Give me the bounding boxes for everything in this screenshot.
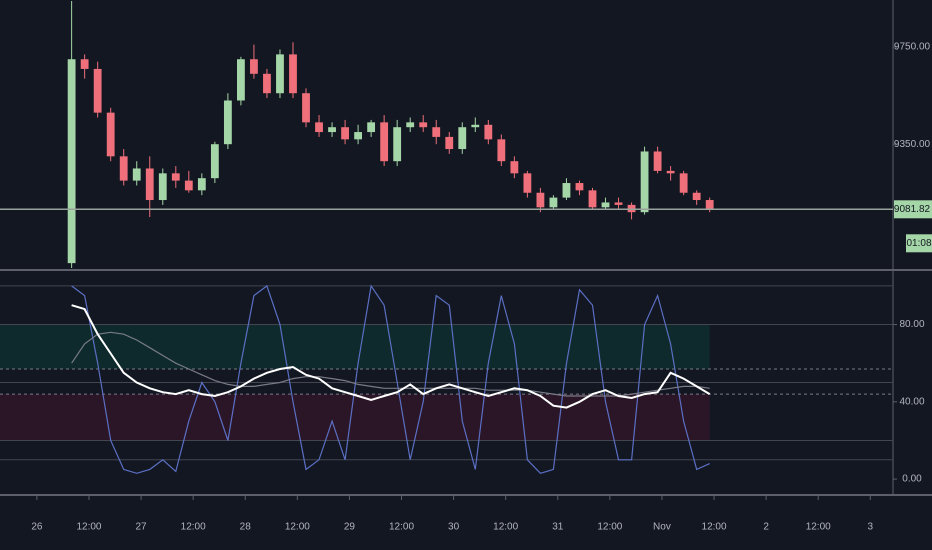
- candle-body: [236, 59, 245, 101]
- osc-line: [71, 284, 710, 474]
- candle-body: [184, 180, 193, 191]
- time-tick-label: 12:00: [597, 522, 622, 533]
- time-tick-label: 30: [448, 522, 460, 533]
- time-tick-label: 3: [868, 522, 874, 533]
- candle-body: [653, 151, 662, 171]
- candle-body: [119, 156, 128, 181]
- candle-body: [458, 127, 467, 150]
- price-tick-label: 9350.00: [894, 139, 931, 150]
- candle-body: [406, 122, 415, 128]
- candle-body: [276, 54, 284, 94]
- osc-tick-label: 0.00: [902, 474, 922, 485]
- time-tick-label: 12:00: [76, 522, 101, 533]
- candle-body: [549, 197, 558, 208]
- candle-body: [80, 59, 89, 69]
- candle-body: [705, 200, 714, 210]
- candle-body: [223, 100, 232, 145]
- candle-body: [341, 127, 349, 140]
- time-tick-label: 29: [344, 522, 356, 533]
- countdown-box: [906, 234, 932, 253]
- time-tick-label: 27: [136, 522, 148, 533]
- candle-body: [367, 122, 376, 133]
- candle-body: [419, 122, 428, 128]
- last-price-box: [894, 200, 932, 219]
- price-tick-label: 9750.00: [894, 42, 931, 53]
- candle-body: [523, 173, 532, 193]
- candle-body: [588, 190, 597, 208]
- osc-tick-label: 40.00: [899, 396, 924, 407]
- time-tick-label: 12:00: [702, 522, 727, 533]
- candle-body: [471, 124, 480, 128]
- candle-body: [484, 124, 493, 140]
- candle-body: [171, 173, 180, 181]
- candle-body: [692, 192, 701, 201]
- candle-body: [614, 202, 623, 205]
- candle-body: [497, 139, 506, 162]
- candle-body: [679, 173, 688, 193]
- candle-body: [67, 59, 76, 264]
- last-price-label: 9081.82: [894, 204, 931, 215]
- time-tick-label: 12:00: [806, 522, 831, 533]
- candle-body: [393, 127, 402, 162]
- candle-body: [640, 151, 649, 213]
- candle-body: [197, 178, 206, 191]
- candle-body: [289, 54, 297, 94]
- candle-body: [601, 202, 610, 208]
- time-tick-label: 28: [240, 522, 252, 533]
- candle-body: [328, 127, 336, 133]
- candle-body: [627, 204, 636, 213]
- time-tick-label: 31: [552, 522, 564, 533]
- osc-tick-label: 80.00: [899, 319, 924, 330]
- candle-body: [132, 168, 141, 181]
- candle-body: [666, 170, 675, 174]
- candle-body: [562, 183, 571, 198]
- candle-body: [354, 132, 363, 140]
- candle-body: [263, 73, 271, 94]
- candle-body: [432, 127, 441, 137]
- candle-body: [145, 168, 154, 201]
- candle-body: [445, 136, 454, 150]
- candle-body: [302, 93, 310, 123]
- time-tick-label: 12:00: [181, 522, 206, 533]
- candle-body: [575, 183, 584, 191]
- candle-body: [158, 173, 167, 201]
- zone-band: [0, 394, 710, 441]
- candle-body: [93, 68, 102, 113]
- time-tick-label: 12:00: [493, 522, 518, 533]
- osc-line: [71, 331, 710, 397]
- countdown-label: 01:08: [906, 238, 931, 249]
- candle-body: [315, 122, 323, 133]
- candle-body: [380, 122, 389, 162]
- time-tick-label: 2: [763, 522, 769, 533]
- candle-body: [510, 161, 519, 174]
- osc-line: [71, 304, 711, 409]
- candle-body: [250, 59, 258, 74]
- time-tick-label: 12:00: [389, 522, 414, 533]
- time-tick-label: 26: [31, 522, 43, 533]
- zone-band: [0, 324, 710, 369]
- candle-body: [210, 144, 219, 179]
- time-tick-label: Nov: [653, 522, 671, 533]
- candle-body: [536, 192, 545, 208]
- time-tick-label: 12:00: [285, 522, 310, 533]
- candle-body: [106, 112, 115, 157]
